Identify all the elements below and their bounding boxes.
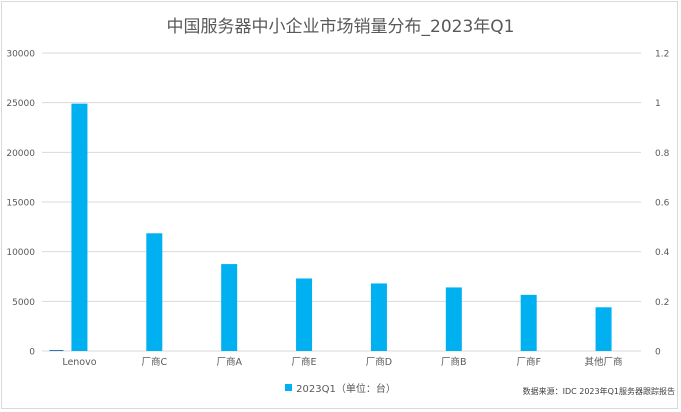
source-note: 数据来源：IDC 2023年Q1服务器跟踪报告 bbox=[522, 387, 675, 396]
bar bbox=[221, 264, 238, 351]
bar bbox=[445, 287, 462, 351]
y-tick-label: 5000 bbox=[12, 298, 35, 308]
y-tick-label: 25000 bbox=[6, 99, 35, 109]
bar bbox=[520, 294, 537, 351]
y2-tick-label: 0.6 bbox=[655, 199, 670, 209]
y-tick-label: 0 bbox=[29, 348, 35, 358]
y2-tick-label: 1 bbox=[655, 99, 661, 109]
x-tick-label: 厂商C bbox=[141, 356, 167, 368]
y-tick-label: 20000 bbox=[6, 149, 35, 159]
y-tick-label: 15000 bbox=[6, 199, 35, 209]
y2-tick-label: 0.8 bbox=[655, 149, 670, 159]
x-tick-label: 其他厂商 bbox=[585, 356, 623, 368]
y2-tick-label: 0 bbox=[655, 348, 661, 358]
y2-tick-label: 0.2 bbox=[655, 298, 669, 308]
bar bbox=[146, 233, 163, 351]
x-tick-label: 厂商B bbox=[441, 356, 467, 368]
x-tick-label: 厂商A bbox=[216, 356, 242, 368]
bar bbox=[296, 278, 313, 351]
legend-swatch bbox=[285, 384, 293, 391]
y2-tick-label: 1.2 bbox=[655, 50, 669, 60]
x-tick-label: 厂商E bbox=[292, 356, 317, 368]
bar bbox=[71, 103, 88, 351]
y2-tick-label: 0.4 bbox=[655, 248, 670, 258]
bar bbox=[370, 283, 387, 351]
legend: 2023Q1（单位：台） bbox=[0, 380, 681, 395]
x-tick-label: 厂商F bbox=[516, 356, 540, 368]
legend-label: 2023Q1（单位：台） bbox=[296, 384, 396, 395]
x-tick-label: 厂商D bbox=[366, 356, 392, 368]
chart-title: 中国服务器中小企业市场销量分布_2023年Q1 bbox=[166, 17, 515, 37]
bar bbox=[595, 307, 612, 351]
bar bbox=[49, 350, 64, 351]
y-tick-label: 30000 bbox=[6, 50, 35, 60]
y-tick-label: 10000 bbox=[6, 248, 35, 258]
x-tick-label: Lenovo bbox=[62, 357, 96, 368]
